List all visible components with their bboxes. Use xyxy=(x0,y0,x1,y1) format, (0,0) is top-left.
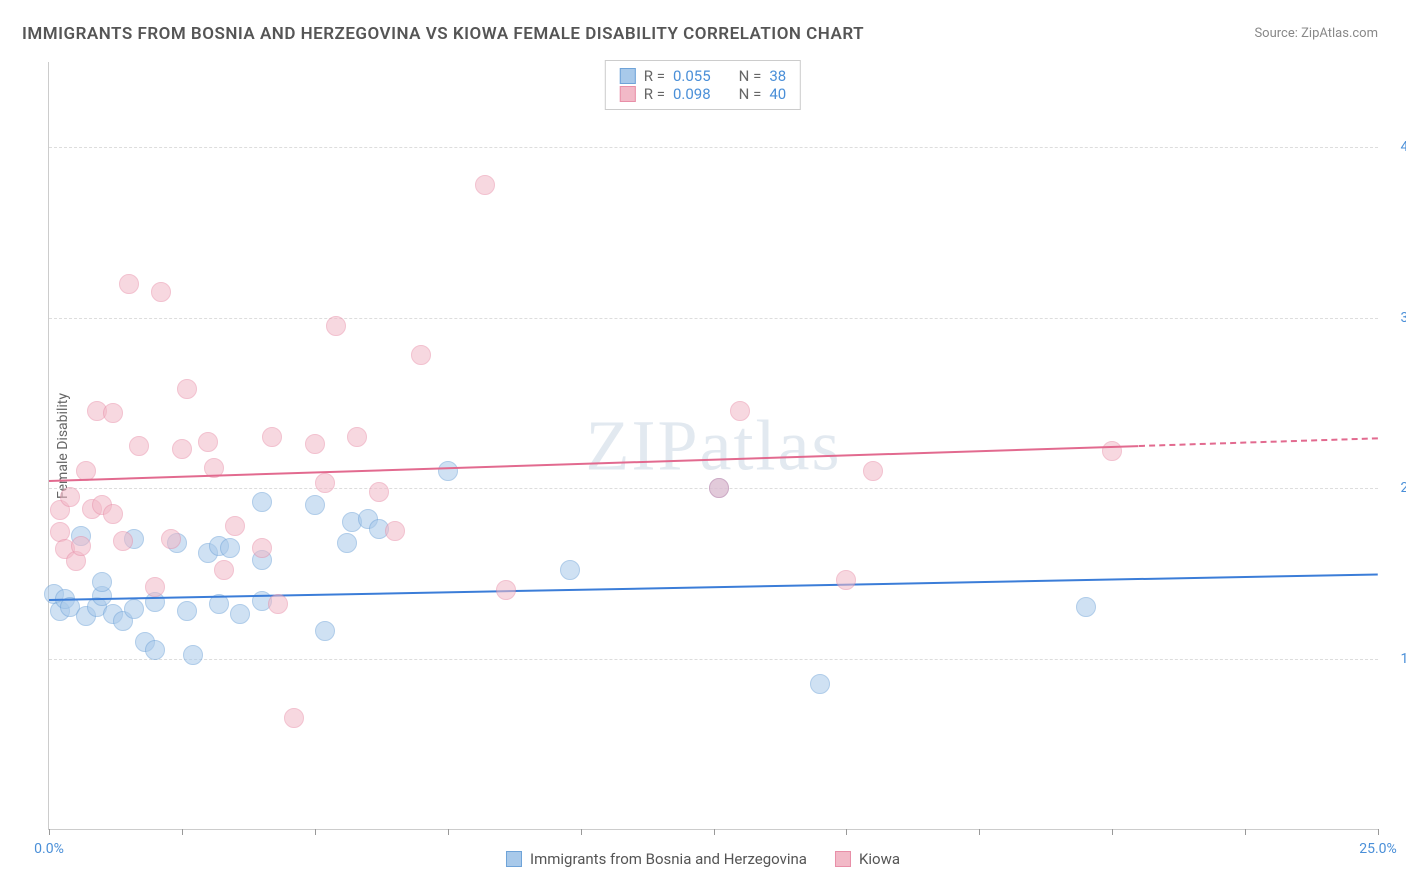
data-point xyxy=(230,604,250,624)
data-point xyxy=(252,538,272,558)
n-label: N = xyxy=(739,85,762,103)
legend-swatch xyxy=(620,68,636,84)
data-point xyxy=(475,175,495,195)
data-point xyxy=(369,482,389,502)
legend-item: Kiowa xyxy=(835,850,900,868)
data-point xyxy=(60,487,80,507)
data-point xyxy=(411,345,431,365)
n-label: N = xyxy=(739,67,762,85)
data-point xyxy=(172,439,192,459)
stats-legend-box: R = 0.055 N = 38 R = 0.098 N = 40 xyxy=(605,60,801,110)
data-point xyxy=(347,427,367,447)
data-point xyxy=(385,521,405,541)
data-point xyxy=(863,461,883,481)
n-value: 40 xyxy=(769,85,786,103)
data-point xyxy=(709,478,729,498)
x-tick xyxy=(1378,829,1379,835)
x-tick xyxy=(49,829,50,835)
gridline xyxy=(49,659,1378,660)
data-point xyxy=(151,282,171,302)
data-point xyxy=(183,645,203,665)
x-tick xyxy=(182,829,183,835)
x-tick xyxy=(846,829,847,835)
data-point xyxy=(252,492,272,512)
data-point xyxy=(1102,441,1122,461)
data-point xyxy=(124,599,144,619)
data-point xyxy=(103,403,123,423)
x-tick-label: 0.0% xyxy=(34,841,64,857)
r-label: R = xyxy=(644,67,665,85)
data-point xyxy=(305,434,325,454)
x-tick xyxy=(979,829,980,835)
r-value: 0.098 xyxy=(673,85,711,103)
data-point xyxy=(145,577,165,597)
data-point xyxy=(315,621,335,641)
data-point xyxy=(305,495,325,515)
legend-item: Immigrants from Bosnia and Herzegovina xyxy=(506,850,807,868)
y-tick-label: 40.0% xyxy=(1388,139,1406,155)
x-tick-label: 25.0% xyxy=(1359,841,1397,857)
legend-swatch xyxy=(620,86,636,102)
legend-swatch xyxy=(835,851,851,867)
gridline xyxy=(49,147,1378,148)
stats-legend-row: R = 0.055 N = 38 xyxy=(620,67,786,85)
r-label: R = xyxy=(644,85,665,103)
source-attribution: Source: ZipAtlas.com xyxy=(1254,26,1378,41)
data-point xyxy=(810,674,830,694)
data-point xyxy=(71,536,91,556)
data-point xyxy=(1076,597,1096,617)
legend-swatch xyxy=(506,851,522,867)
data-point xyxy=(145,640,165,660)
legend-label: Immigrants from Bosnia and Herzegovina xyxy=(530,850,807,868)
y-tick-label: 20.0% xyxy=(1388,480,1406,496)
data-point xyxy=(113,531,133,551)
y-tick-label: 10.0% xyxy=(1388,651,1406,667)
r-value: 0.055 xyxy=(673,67,711,85)
data-point xyxy=(225,516,245,536)
data-point xyxy=(177,379,197,399)
data-point xyxy=(496,580,516,600)
data-point xyxy=(262,427,282,447)
watermark-text: ZIPatlas xyxy=(586,404,842,487)
x-tick xyxy=(1112,829,1113,835)
legend-label: Kiowa xyxy=(859,850,900,868)
data-point xyxy=(438,461,458,481)
series-legend: Immigrants from Bosnia and Herzegovina Ki… xyxy=(506,850,900,868)
data-point xyxy=(315,473,335,493)
y-tick-label: 30.0% xyxy=(1388,310,1406,326)
source-label: Source: xyxy=(1254,26,1297,41)
data-point xyxy=(129,436,149,456)
data-point xyxy=(119,274,139,294)
data-point xyxy=(161,529,181,549)
data-point xyxy=(103,504,123,524)
data-point xyxy=(177,601,197,621)
data-point xyxy=(284,708,304,728)
x-tick xyxy=(714,829,715,835)
source-value: ZipAtlas.com xyxy=(1301,26,1378,41)
data-point xyxy=(214,560,234,580)
x-tick xyxy=(1245,829,1246,835)
data-point xyxy=(220,538,240,558)
data-point xyxy=(198,432,218,452)
data-point xyxy=(560,560,580,580)
x-tick xyxy=(315,829,316,835)
chart-plot-area: ZIPatlas 10.0%20.0%30.0%40.0%0.0%25.0% xyxy=(48,62,1378,830)
data-point xyxy=(730,401,750,421)
x-tick xyxy=(448,829,449,835)
data-point xyxy=(337,533,357,553)
trend-line xyxy=(1139,437,1378,447)
gridline xyxy=(49,318,1378,319)
n-value: 38 xyxy=(769,67,786,85)
stats-legend-row: R = 0.098 N = 40 xyxy=(620,85,786,103)
data-point xyxy=(268,594,288,614)
chart-title: IMMIGRANTS FROM BOSNIA AND HERZEGOVINA V… xyxy=(22,24,864,44)
x-tick xyxy=(581,829,582,835)
trend-line xyxy=(49,573,1378,601)
data-point xyxy=(326,316,346,336)
data-point xyxy=(92,572,112,592)
data-point xyxy=(836,570,856,590)
